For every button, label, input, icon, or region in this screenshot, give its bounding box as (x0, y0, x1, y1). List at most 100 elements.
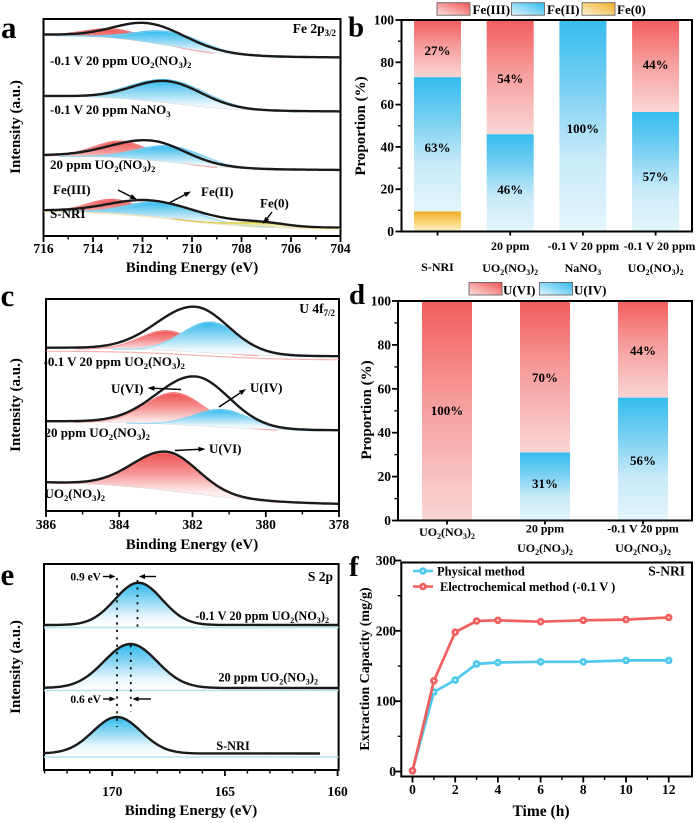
svg-text:300: 300 (376, 553, 397, 568)
svg-text:U(VI): U(VI) (111, 381, 144, 396)
svg-text:d: d (349, 279, 365, 311)
svg-text:706: 706 (281, 241, 302, 256)
svg-text:20: 20 (381, 182, 395, 197)
svg-text:S-NRI: S-NRI (216, 739, 250, 753)
svg-text:100: 100 (371, 294, 392, 309)
svg-text:-0.1 V 20 ppm: -0.1 V 20 ppm (607, 522, 679, 536)
svg-text:0: 0 (389, 764, 396, 779)
svg-text:Fe(II): Fe(II) (201, 184, 234, 199)
svg-text:e: e (1, 557, 15, 592)
svg-text:70%: 70% (532, 370, 558, 385)
svg-text:-0.1 V 20 ppm UO2​(NO3​)2​: -0.1 V 20 ppm UO2​(NO3​)2​ (50, 53, 191, 70)
svg-text:60: 60 (378, 381, 392, 396)
svg-text:27%: 27% (425, 43, 451, 58)
svg-text:c: c (1, 278, 15, 313)
svg-text:UO2​(NO3​)2​: UO2​(NO3​)2​ (628, 261, 684, 277)
svg-text:S 2p: S 2p (308, 569, 333, 584)
svg-text:63%: 63% (425, 140, 451, 155)
svg-text:UO2​(NO3​)2​: UO2​(NO3​)2​ (615, 541, 671, 557)
svg-text:704: 704 (330, 241, 351, 256)
svg-text:4: 4 (495, 782, 502, 797)
svg-text:80: 80 (381, 55, 395, 70)
svg-text:U(VI): U(VI) (503, 283, 536, 298)
svg-text:Binding Energy (eV): Binding Energy (eV) (126, 537, 259, 553)
svg-text:8: 8 (580, 782, 587, 797)
svg-text:Electrochemical method (-0.1 V: Electrochemical method (-0.1 V ) (440, 580, 615, 594)
svg-text:Fe(III): Fe(III) (53, 182, 91, 197)
svg-text:6: 6 (537, 782, 544, 797)
svg-text:100%: 100% (567, 121, 600, 136)
svg-text:382: 382 (182, 517, 203, 532)
svg-text:0: 0 (409, 782, 416, 797)
svg-text:UO2​(NO3​)2​: UO2​(NO3​)2​ (419, 525, 475, 541)
svg-text:712: 712 (132, 241, 153, 256)
svg-text:0: 0 (387, 224, 394, 239)
svg-text:100: 100 (376, 694, 397, 709)
svg-text:Binding Energy (eV): Binding Energy (eV) (125, 803, 258, 819)
svg-text:46%: 46% (497, 182, 523, 197)
svg-text:60: 60 (381, 97, 395, 112)
svg-text:Physical method: Physical method (437, 565, 525, 579)
svg-text:Fe(0): Fe(0) (617, 2, 646, 17)
svg-text:100%: 100% (431, 403, 464, 418)
svg-text:31%: 31% (532, 476, 558, 491)
svg-text:Proportion (%): Proportion (%) (359, 360, 375, 459)
svg-text:2: 2 (452, 782, 459, 797)
svg-text:Binding Energy (eV): Binding Energy (eV) (126, 260, 259, 276)
svg-text:Proportion (%): Proportion (%) (353, 76, 369, 175)
svg-text:S-NRI: S-NRI (50, 206, 85, 221)
svg-text:UO2​(NO3​)2​: UO2​(NO3​)2​ (482, 261, 538, 277)
svg-text:-0.1 V 20 ppm UO2​(NO3​)2​: -0.1 V 20 ppm UO2​(NO3​)2​ (195, 609, 329, 625)
svg-text:U(IV): U(IV) (250, 380, 283, 395)
svg-text:-0.1 V 20 ppm UO2​(NO3​)2​: -0.1 V 20 ppm UO2​(NO3​)2​ (44, 354, 185, 371)
svg-text:40: 40 (378, 425, 392, 440)
svg-text:0.9 eV: 0.9 eV (70, 572, 101, 584)
svg-text:160: 160 (327, 784, 348, 799)
svg-text:Fe(III): Fe(III) (473, 2, 511, 17)
svg-text:U(VI): U(VI) (209, 441, 242, 456)
svg-text:20 ppm: 20 ppm (526, 522, 564, 536)
svg-text:20 ppm: 20 ppm (491, 239, 529, 253)
svg-text:Fe(II): Fe(II) (547, 2, 580, 17)
svg-text:-0.1 V 20 ppm NaNO3​: -0.1 V 20 ppm NaNO3​ (50, 102, 170, 119)
svg-text:80: 80 (378, 337, 392, 352)
svg-text:20 ppm UO2​(NO3​)2​: 20 ppm UO2​(NO3​)2​ (218, 671, 318, 687)
svg-text:170: 170 (102, 784, 123, 799)
svg-text:708: 708 (231, 241, 252, 256)
svg-text:44%: 44% (630, 343, 656, 358)
svg-text:165: 165 (215, 784, 236, 799)
svg-text:Fe(0): Fe(0) (260, 196, 289, 211)
svg-text:Intensity (a.u.): Intensity (a.u.) (8, 358, 24, 452)
svg-text:UO2​(NO3​)2​: UO2​(NO3​)2​ (45, 486, 106, 503)
svg-text:b: b (348, 12, 364, 44)
svg-text:20 ppm UO2​(NO3​)2​: 20 ppm UO2​(NO3​)2​ (50, 157, 155, 174)
svg-text:57%: 57% (643, 169, 669, 184)
svg-text:NaNO3​: NaNO3​ (565, 261, 602, 277)
svg-text:54%: 54% (497, 71, 523, 86)
svg-text:378: 378 (329, 517, 350, 532)
svg-text:384: 384 (109, 517, 130, 532)
svg-text:386: 386 (36, 517, 57, 532)
svg-text:714: 714 (83, 241, 104, 256)
svg-text:710: 710 (182, 241, 203, 256)
svg-text:20: 20 (378, 469, 392, 484)
svg-text:U(IV): U(IV) (574, 283, 607, 298)
svg-text:100: 100 (374, 13, 395, 28)
svg-text:56%: 56% (630, 453, 656, 468)
svg-text:S-NRI: S-NRI (648, 564, 685, 579)
svg-text:40: 40 (381, 139, 395, 154)
svg-text:716: 716 (33, 241, 54, 256)
svg-text:20 ppm UO2​(NO3​)2​: 20 ppm UO2​(NO3​)2​ (45, 425, 150, 442)
svg-text:S-NRI: S-NRI (421, 260, 454, 274)
svg-text:44%: 44% (643, 57, 669, 72)
svg-text:UO2​(NO3​)2​: UO2​(NO3​)2​ (517, 541, 573, 557)
svg-text:0: 0 (384, 513, 391, 528)
svg-text:Intensity (a.u.): Intensity (a.u.) (8, 80, 24, 174)
svg-text:380: 380 (256, 517, 277, 532)
svg-text:f: f (349, 551, 359, 583)
svg-text:-0.1 V 20 ppm: -0.1 V 20 ppm (548, 239, 620, 253)
svg-text:200: 200 (376, 623, 397, 638)
svg-text:Intensity (a.u.): Intensity (a.u.) (8, 620, 24, 714)
svg-text:0.6 eV: 0.6 eV (70, 694, 101, 706)
svg-text:a: a (1, 10, 17, 45)
